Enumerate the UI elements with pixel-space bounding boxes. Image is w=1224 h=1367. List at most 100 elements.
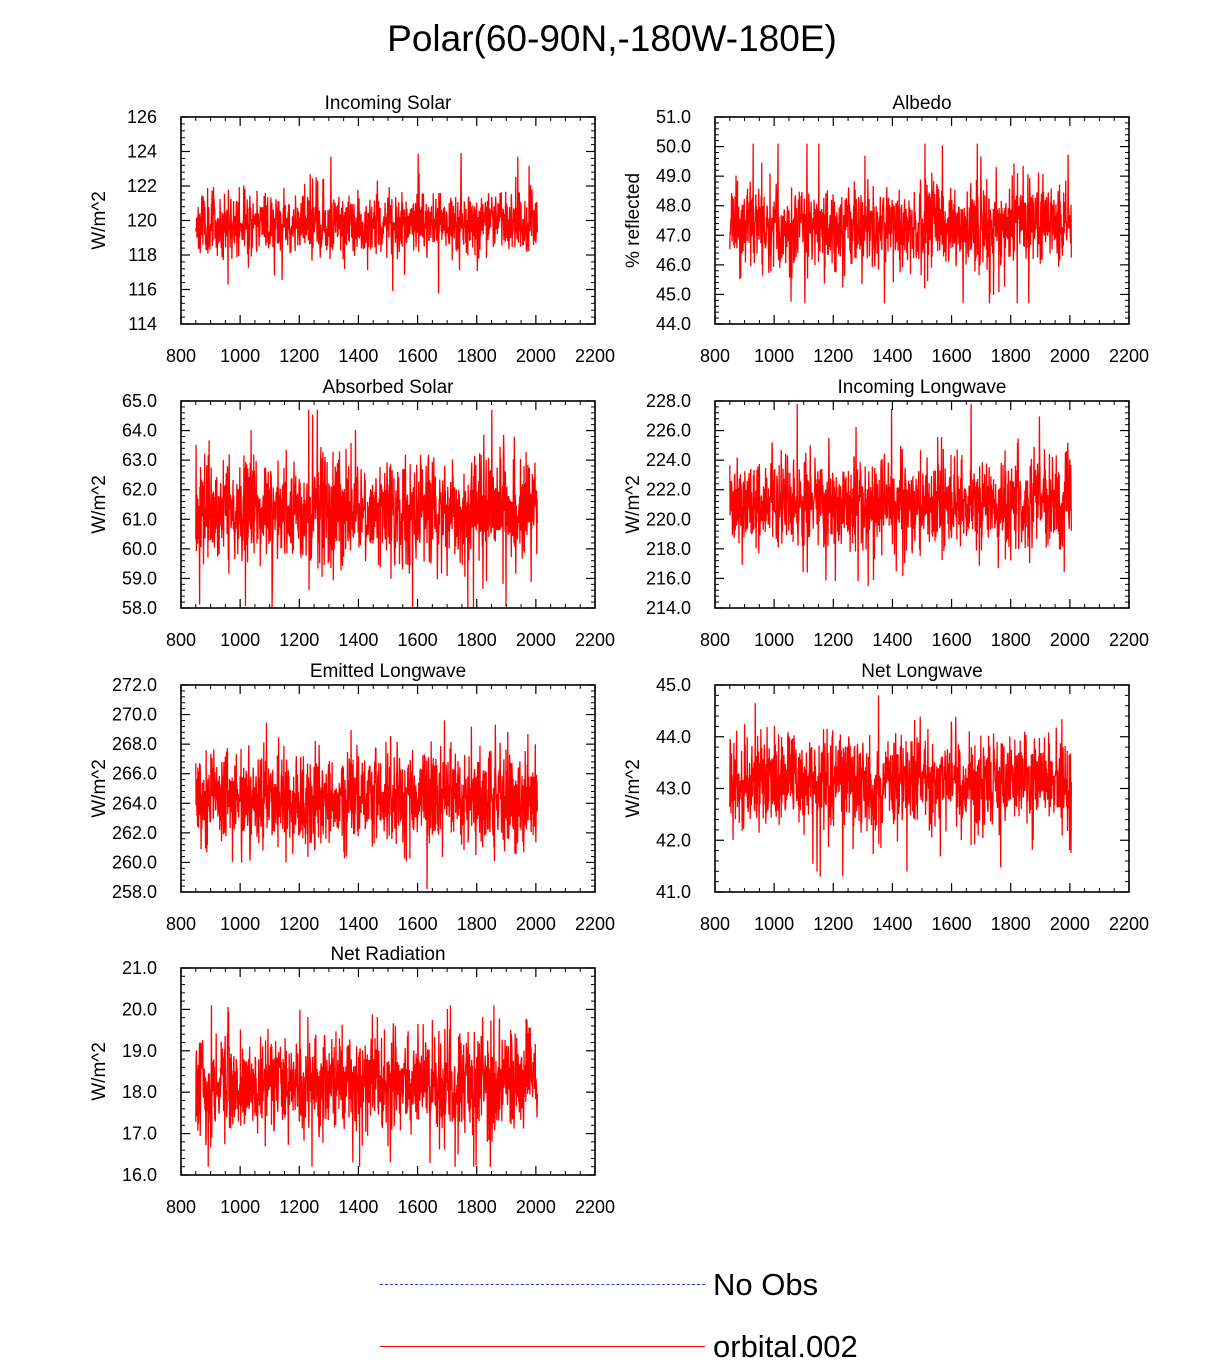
y-tick-label: 19.0 — [122, 1041, 157, 1061]
y-tick-label: 266.0 — [112, 764, 157, 784]
chart-absorbed-solar: Absorbed Solar W/m^2 800 1000 1200 1400 1600 18… — [89, 377, 615, 650]
x-tick-label: 800 — [166, 914, 196, 934]
y-tick-label: 262.0 — [112, 823, 157, 843]
x-tick-label: 800 — [166, 1197, 196, 1217]
x-tick-label: 1600 — [932, 630, 972, 650]
series-line-orbital — [195, 1005, 538, 1167]
x-tick-label: 1000 — [220, 630, 260, 650]
y-tick-label: 18.0 — [122, 1082, 157, 1102]
x-tick-label: 1200 — [813, 914, 853, 934]
chart-title: Net Radiation — [330, 944, 445, 965]
y-tick-label: 270.0 — [112, 705, 157, 725]
chart-albedo: Albedo % reflected 800 1000 1200 1400 1600 1800… — [623, 93, 1149, 366]
chart-title: Net Longwave — [861, 661, 982, 682]
y-tick-label: 59.0 — [122, 568, 157, 588]
series-line-orbital — [729, 695, 1072, 877]
x-tick-label: 800 — [166, 346, 196, 366]
y-tick-label: 220.0 — [646, 509, 691, 529]
x-tick-label: 1000 — [220, 1197, 260, 1217]
x-tick-label: 1400 — [338, 346, 378, 366]
x-tick-label: 2000 — [1050, 630, 1090, 650]
y-tick-label: 120 — [127, 211, 157, 231]
y-tick-label: 65.0 — [122, 391, 157, 411]
y-tick-label: 17.0 — [122, 1124, 157, 1144]
y-tick-label: 45.0 — [656, 284, 691, 304]
x-tick-label: 1200 — [813, 630, 853, 650]
x-tick-label: 2200 — [575, 346, 615, 366]
x-tick-label: 1800 — [457, 914, 497, 934]
series-line-orbital — [195, 153, 538, 294]
x-tick-label: 2000 — [1050, 914, 1090, 934]
x-tick-label: 1600 — [398, 346, 438, 366]
series-line-orbital — [729, 143, 1072, 304]
x-tick-label: 1400 — [872, 630, 912, 650]
y-tick-label: 21.0 — [122, 958, 157, 978]
x-tick-label: 1400 — [338, 1197, 378, 1217]
y-tick-label: 228.0 — [646, 391, 691, 411]
legend-item-orbital: orbital.002 — [380, 1327, 980, 1367]
chart-net-longwave: Net Longwave W/m^2 800 1000 1200 1400 1600 1800… — [623, 661, 1149, 934]
y-tick-label: 50.0 — [656, 137, 691, 157]
x-tick-label: 1000 — [220, 346, 260, 366]
y-tick-label: 126 — [127, 107, 157, 127]
y-tick-label: 268.0 — [112, 734, 157, 754]
x-tick-label: 1600 — [398, 1197, 438, 1217]
y-tick-label: 264.0 — [112, 793, 157, 813]
x-tick-label: 2200 — [1109, 914, 1149, 934]
x-tick-label: 2000 — [516, 1197, 556, 1217]
y-axis-label: % reflected — [623, 173, 644, 268]
y-tick-label: 60.0 — [122, 539, 157, 559]
x-tick-label: 1200 — [279, 914, 319, 934]
chart-title: Absorbed Solar — [323, 377, 455, 398]
x-tick-label: 1800 — [457, 630, 497, 650]
y-tick-label: 63.0 — [122, 450, 157, 470]
y-tick-label: 224.0 — [646, 450, 691, 470]
y-axis-label: W/m^2 — [89, 759, 110, 818]
x-tick-label: 1600 — [398, 914, 438, 934]
page-title: Polar(60-90N,-180W-180E) — [387, 18, 837, 59]
y-tick-label: 58.0 — [122, 598, 157, 618]
x-tick-label: 1000 — [754, 630, 794, 650]
y-tick-label: 42.0 — [656, 830, 691, 850]
x-tick-label: 1800 — [991, 630, 1031, 650]
x-tick-label: 1200 — [279, 346, 319, 366]
series-line-orbital — [195, 409, 538, 609]
y-tick-label: 62.0 — [122, 480, 157, 500]
chart-net-radiation: Net Radiation W/m^2 800 1000 1200 1400 1600 180… — [89, 944, 615, 1217]
y-tick-label: 124 — [127, 142, 157, 162]
y-tick-label: 214.0 — [646, 598, 691, 618]
y-tick-label: 45.0 — [656, 675, 691, 695]
x-tick-label: 1800 — [991, 346, 1031, 366]
y-tick-label: 61.0 — [122, 509, 157, 529]
x-tick-label: 1400 — [872, 914, 912, 934]
legend-label: orbital.002 — [713, 1329, 858, 1364]
x-tick-label: 800 — [700, 914, 730, 934]
x-tick-label: 2000 — [1050, 346, 1090, 366]
x-tick-label: 1800 — [457, 1197, 497, 1217]
x-tick-label: 1200 — [813, 346, 853, 366]
x-tick-label: 2000 — [516, 630, 556, 650]
y-tick-label: 218.0 — [646, 539, 691, 559]
series-line-orbital — [729, 403, 1072, 586]
series-line-orbital — [195, 720, 538, 890]
y-tick-label: 64.0 — [122, 421, 157, 441]
y-axis-label: W/m^2 — [623, 759, 644, 818]
y-tick-label: 47.0 — [656, 225, 691, 245]
x-tick-label: 2200 — [1109, 630, 1149, 650]
chart-title: Albedo — [892, 93, 951, 114]
y-tick-label: 260.0 — [112, 852, 157, 872]
x-tick-label: 1200 — [279, 630, 319, 650]
x-tick-label: 1400 — [872, 346, 912, 366]
y-tick-label: 116 — [128, 280, 157, 300]
x-tick-label: 2200 — [1109, 346, 1149, 366]
y-axis-label: W/m^2 — [623, 475, 644, 534]
y-tick-label: 216.0 — [646, 568, 691, 588]
x-tick-label: 1800 — [457, 346, 497, 366]
x-tick-label: 2000 — [516, 914, 556, 934]
y-tick-label: 122 — [127, 176, 157, 196]
y-tick-label: 222.0 — [646, 480, 691, 500]
y-tick-label: 49.0 — [656, 166, 691, 186]
x-tick-label: 1600 — [932, 914, 972, 934]
y-tick-label: 20.0 — [122, 999, 157, 1019]
